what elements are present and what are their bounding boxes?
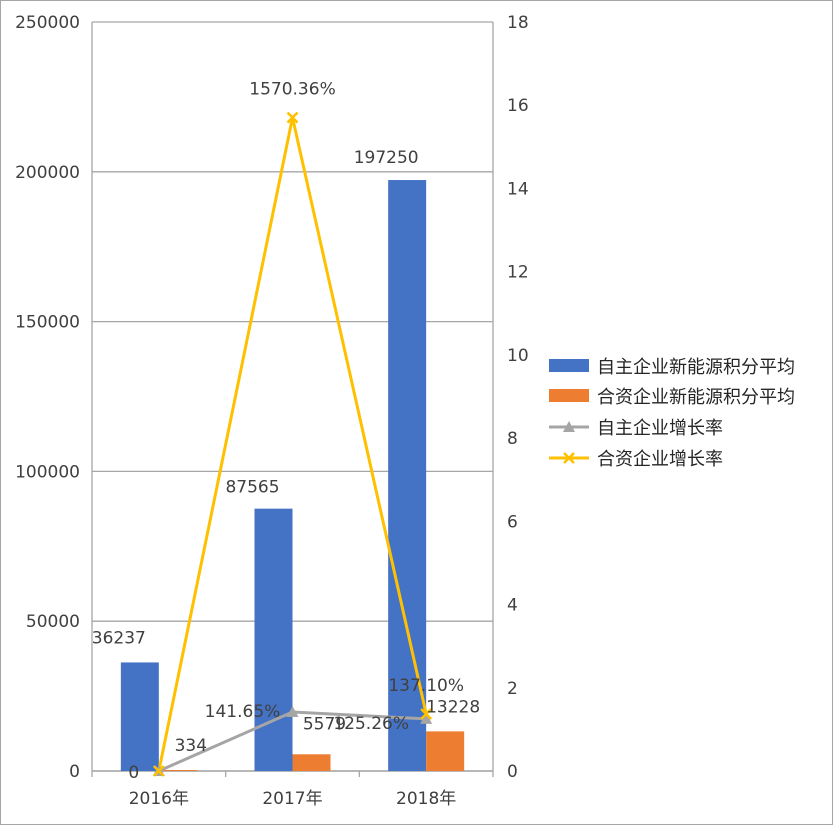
legend-label: 自主企业增长率 <box>597 418 723 439</box>
data-label: 125.26% <box>333 714 409 734</box>
x-tick-label: 2017年 <box>262 789 322 809</box>
line-marker-triangle <box>286 706 299 718</box>
bar <box>158 769 197 771</box>
line-marker-x <box>420 708 433 720</box>
line-marker-x <box>152 765 165 777</box>
y-right-tick-label: 8 <box>507 429 518 449</box>
legend-swatch <box>549 389 589 402</box>
line-marker-x <box>286 111 299 124</box>
data-label: 13228 <box>426 697 480 717</box>
line-marker-triangle <box>420 712 433 724</box>
bar <box>388 180 427 771</box>
x-tick-label: 2018年 <box>396 789 456 809</box>
y-right-tick-label: 14 <box>507 179 529 199</box>
y-right-tick-label: 16 <box>507 96 529 116</box>
data-label: 5579 <box>303 714 346 734</box>
bar <box>120 662 159 771</box>
legend-label: 合资企业增长率 <box>597 449 723 470</box>
bar <box>426 731 465 771</box>
x-tick-label: 2016年 <box>129 789 189 809</box>
legend-swatch <box>549 359 589 372</box>
data-label: 1570.36% <box>249 80 335 100</box>
bar <box>292 754 331 771</box>
y-left-tick-label: 50000 <box>26 612 80 632</box>
data-label: 141.65% <box>205 702 281 722</box>
legend-label: 合资企业新能源积分平均 <box>597 387 795 408</box>
data-label: 87565 <box>225 478 279 498</box>
data-label: 137.10% <box>388 676 464 696</box>
y-right-tick-label: 0 <box>507 762 518 782</box>
data-label: 197250 <box>354 148 419 168</box>
data-label: 334 <box>175 736 207 756</box>
bar <box>254 508 293 771</box>
y-left-tick-label: 0 <box>69 762 80 782</box>
y-right-tick-label: 12 <box>507 263 529 283</box>
y-left-tick-label: 100000 <box>15 462 80 482</box>
legend-label: 自主企业新能源积分平均 <box>597 357 795 378</box>
y-right-tick-label: 6 <box>507 512 518 532</box>
legend-marker-triangle <box>563 421 575 432</box>
y-right-tick-label: 18 <box>507 13 529 33</box>
y-left-tick-label: 150000 <box>15 313 80 333</box>
data-label: 0 <box>128 763 139 783</box>
data-label: 36237 <box>92 628 146 648</box>
y-right-tick-label: 4 <box>507 596 518 616</box>
y-left-tick-label: 200000 <box>15 163 80 183</box>
legend-marker-x <box>563 452 575 464</box>
y-right-tick-label: 10 <box>507 346 529 366</box>
y-left-tick-label: 250000 <box>15 13 80 33</box>
y-right-tick-label: 2 <box>507 679 518 699</box>
